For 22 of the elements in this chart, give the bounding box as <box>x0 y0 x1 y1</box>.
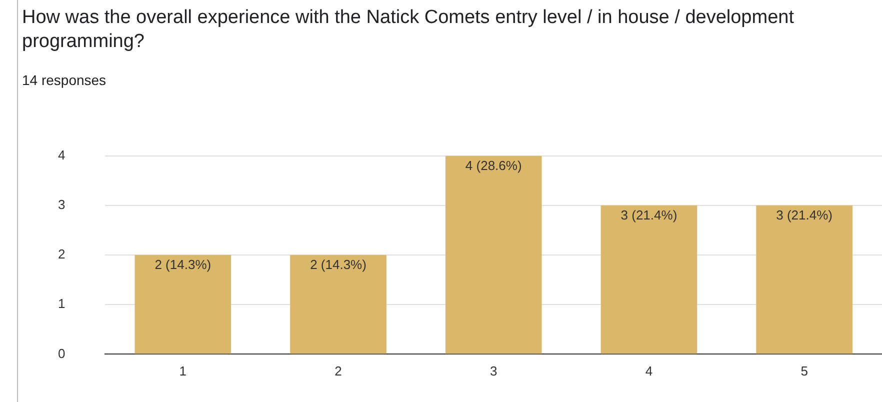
y-tick-label: 4 <box>58 147 66 162</box>
x-tick-label: 4 <box>645 364 653 379</box>
data-label: 2 (14.3%) <box>310 257 366 272</box>
chart-subtitle: 14 responses <box>22 72 106 88</box>
data-label: 4 (28.6%) <box>465 158 522 173</box>
y-tick-label: 1 <box>58 296 66 312</box>
chart-title: How was the overall experience with the Natick Comets entry level / in house / development programming? <box>22 6 795 54</box>
data-label: 2 (14.3%) <box>154 257 212 272</box>
data-label: 3 (21.4%) <box>776 207 833 222</box>
y-tick-label: 3 <box>58 196 66 212</box>
bar <box>445 156 542 354</box>
bar <box>290 255 386 354</box>
bar <box>134 255 232 354</box>
bar <box>756 205 852 354</box>
y-tick-label: 0 <box>58 346 66 361</box>
x-tick-label: 5 <box>800 364 808 379</box>
data-label: 3 (21.4%) <box>620 207 678 222</box>
x-tick-label: 1 <box>179 364 187 379</box>
bar <box>600 205 698 354</box>
x-tick-label: 3 <box>490 364 498 379</box>
x-tick-label: 2 <box>334 364 342 379</box>
y-tick-label: 2 <box>58 246 66 262</box>
